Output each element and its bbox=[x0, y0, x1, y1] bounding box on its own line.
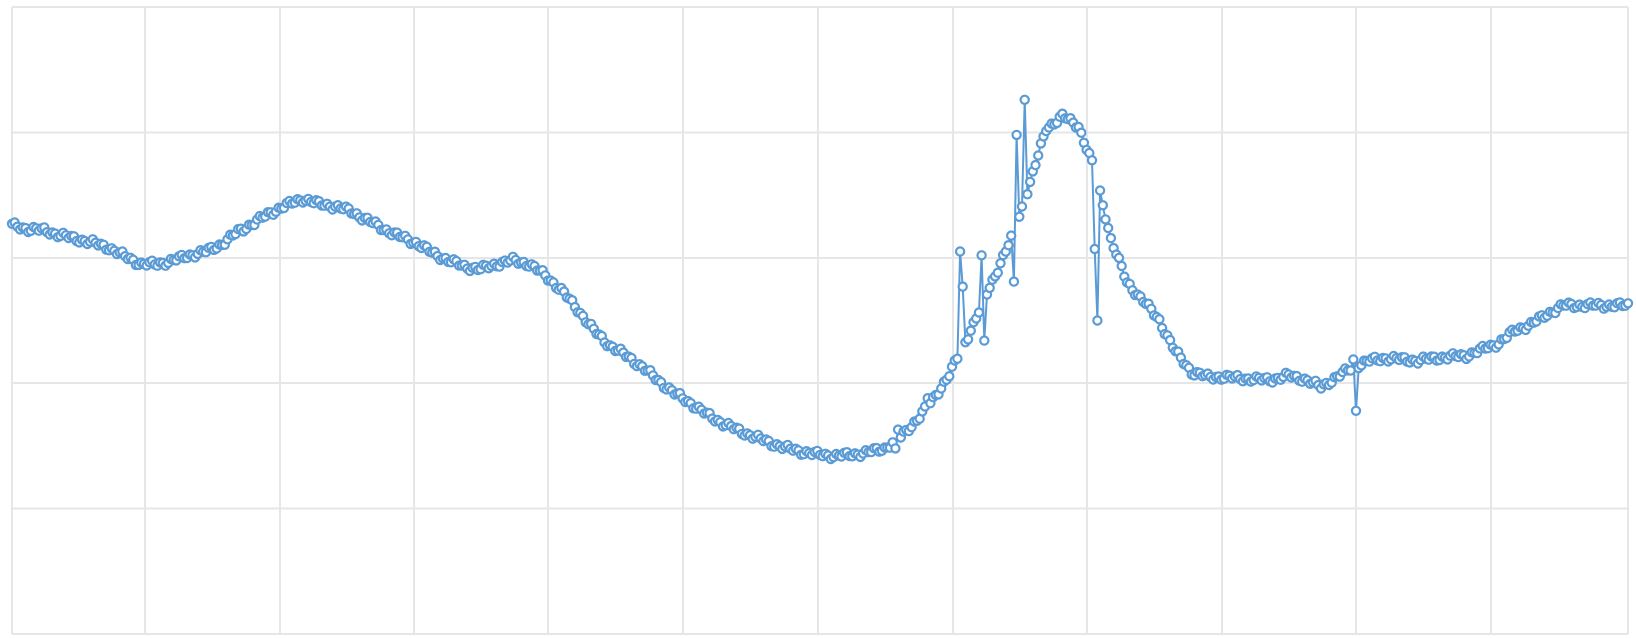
data-point-401 bbox=[1086, 155, 1098, 166]
data-point-408 bbox=[1105, 232, 1117, 244]
data-point-372 bbox=[1008, 276, 1020, 287]
data-point-366 bbox=[992, 267, 1004, 278]
data-point-359 bbox=[973, 307, 985, 318]
data-point-373 bbox=[1011, 129, 1022, 141]
data-point-411 bbox=[1113, 252, 1125, 264]
data-point-375 bbox=[1016, 201, 1028, 212]
data-point-403 bbox=[1092, 315, 1103, 326]
data-point-497 bbox=[1345, 365, 1356, 376]
data-point-498 bbox=[1348, 354, 1359, 365]
data-point-405 bbox=[1097, 200, 1109, 211]
data-point-370 bbox=[1003, 239, 1014, 251]
data-point-355 bbox=[962, 334, 974, 345]
data-point-380 bbox=[1030, 159, 1041, 171]
data-point-406 bbox=[1100, 214, 1111, 225]
data-point-600 bbox=[1622, 298, 1634, 309]
data-point-381 bbox=[1032, 150, 1044, 161]
data-point-499 bbox=[1350, 405, 1362, 416]
data-point-412 bbox=[1116, 260, 1127, 272]
series-layer bbox=[11, 98, 1629, 460]
data-point-367 bbox=[995, 258, 1006, 269]
series-line bbox=[11, 98, 1629, 460]
points-layer bbox=[6, 94, 1634, 465]
data-point-360 bbox=[976, 250, 987, 261]
data-point-356 bbox=[965, 325, 977, 336]
data-point-371 bbox=[1006, 230, 1017, 241]
data-point-397 bbox=[1076, 127, 1087, 138]
data-point-377 bbox=[1022, 188, 1033, 200]
data-point-352 bbox=[954, 246, 966, 257]
data-point-348 bbox=[944, 371, 955, 382]
data-point-361 bbox=[979, 335, 990, 346]
data-point-363 bbox=[984, 282, 995, 294]
data-point-353 bbox=[957, 281, 968, 292]
data-point-376 bbox=[1019, 94, 1030, 106]
data-point-374 bbox=[1014, 211, 1025, 222]
data-point-404 bbox=[1094, 185, 1106, 196]
data-point-402 bbox=[1089, 243, 1100, 255]
data-point-378 bbox=[1024, 176, 1036, 188]
data-point-426 bbox=[1154, 314, 1165, 325]
grid-layer bbox=[11, 6, 1629, 635]
data-point-351 bbox=[952, 353, 963, 364]
data-point-407 bbox=[1102, 222, 1114, 234]
data-point-328 bbox=[890, 443, 901, 454]
